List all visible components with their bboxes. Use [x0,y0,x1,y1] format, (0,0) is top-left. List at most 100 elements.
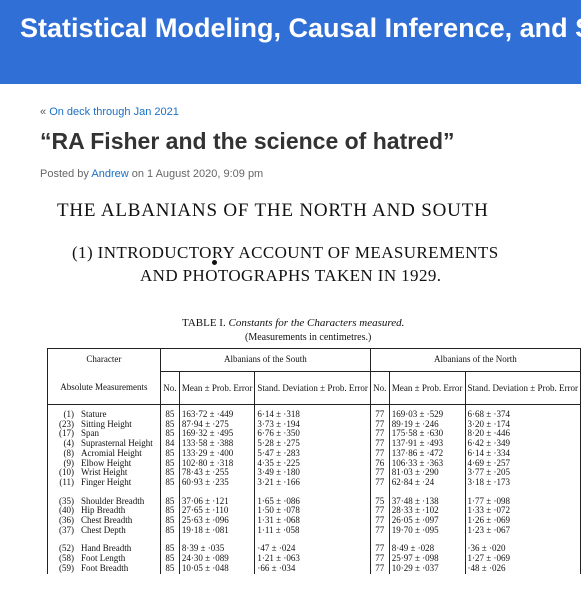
character-name: Acromial Height [81,447,142,458]
north-sd-cell: 1·33 ± ·072 [464,506,581,517]
north-sd-cell: 1·77 ± ·098 [464,491,581,507]
scanned-document-image: THE ALBANIANS OF THE NORTH AND SOUTH (1)… [40,192,581,616]
north-no-cell: 77 [369,563,390,574]
north-sd-cell: 8·20 ± ·446 [464,429,581,440]
table-row: (11) Finger Height 85 60·93 ± ·235 3·21 ± ·1… [47,476,581,492]
post-date: on 1 August 2020, 9:09 pm [131,168,264,180]
character-number: (36) [59,515,74,526]
prev-post-link[interactable]: On deck through Jan 2021 [49,106,179,118]
table-row: (40) Hip Breadth 85 27·65 ± ·110 1·50 ± ·078… [47,505,581,517]
north-sd-cell: ·36 ± ·020 [464,539,581,555]
south-no-cell: 85 [159,525,180,540]
north-sd-cell: 3·77 ± ·205 [464,468,581,478]
south-no-cell: 85 [159,563,180,574]
south-no-cell: 85 [159,506,180,517]
character-cell: (37) Chest Depth [47,524,161,540]
prev-arrow: « [40,106,47,118]
south-sd-cell: 3·73 ± ·194 [254,419,371,430]
south-sd-cell: ·66 ± ·034 [254,563,371,574]
table-row: (1) Stature 85 163·72 ± ·449 6·14 ± ·318 77 16… [47,404,581,420]
character-name: Foot Length [81,553,126,564]
table-row: (36) Chest Breadth 85 25·63 ± ·096 1·31 ± ·0… [47,515,581,526]
south-no-cell: 85 [159,491,180,507]
north-sd-cell: ·48 ± ·026 [464,563,581,574]
breadcrumb: « On deck through Jan 2021 [40,106,179,118]
north-mean-cell: 10·29 ± ·037 [388,563,466,574]
character-number: (59) [59,562,74,573]
south-group-header: Albanians of the South [159,348,371,372]
table-row: (8) Acromial Height 85 133·29 ± ·400 5·47 ± … [47,447,581,459]
south-no-cell: 85 [159,539,180,555]
character-number: (11) [59,476,74,487]
document-subheading-line1: (1) INTRODUCTORY ACCOUNT OF MEASUREMENTS [72,243,499,262]
south-no-cell: 85 [159,448,180,459]
north-mean-cell: 37·48 ± ·138 [388,491,466,507]
character-name: Hand Breadth [81,543,132,554]
south-sd-cell: ·47 ± ·024 [254,539,371,555]
table-row: (35) Shoulder Breadth 85 37·06 ± ·121 1·65 ±… [47,491,581,507]
north-no-header: No. [369,371,390,405]
author-link[interactable]: Andrew [91,168,129,180]
site-header: Statistical Modeling, Causal Inference, … [0,0,581,84]
north-no-cell: 77 [369,477,390,492]
posted-by-label: Posted by [40,168,89,180]
character-number: (35) [59,495,74,506]
character-name: Elbow Height [81,457,132,468]
character-name: Suprasternal Height [81,438,153,449]
south-mean-cell: 163·72 ± ·449 [178,404,256,420]
north-mean-cell: 19·70 ± ·095 [388,525,466,540]
character-number: (37) [59,524,74,535]
south-no-cell: 85 [159,515,180,526]
south-no-cell: 84 [159,438,180,449]
character-number: (52) [59,543,74,554]
north-sd-header: Stand. Deviation ± Prob. Error [464,371,581,405]
site-title[interactable]: Statistical Modeling, Causal Inference, … [20,13,581,43]
north-mean-cell: 169·03 ± ·529 [388,404,466,420]
south-mean-header: Mean ± Prob. Error [178,371,256,405]
table-row: (10) Wrist Height 85 78·43 ± ·255 3·49 ± ·18… [47,467,581,478]
table-row: (52) Hand Breadth 85 8·39 ± ·035·47 ± ·024 7… [47,539,581,555]
south-sd-header: Stand. Deviation ± Prob. Error [254,371,371,405]
character-number: (23) [59,418,74,429]
cursor-dot [212,260,217,265]
north-mean-cell: 62·84 ± ·24 [388,477,466,492]
character-number: (1) [63,409,75,419]
document-heading: THE ALBANIANS OF THE NORTH AND SOUTH [57,200,489,221]
south-sd-cell: 1·65 ± ·086 [254,491,371,507]
north-sd-cell: 4·69 ± ·257 [464,458,581,469]
character-cell: (11) Finger Height [47,476,161,492]
character-number: (17) [59,428,74,439]
character-cell: (52) Hand Breadth [47,539,161,555]
character-cell: (35) Shoulder Breadth [47,491,161,507]
measurements-table: Character Absolute Measurements Albanian… [47,348,581,574]
south-mean-cell: 60·93 ± ·235 [178,477,256,492]
north-sd-cell: 3·20 ± ·174 [464,419,581,430]
table-caption-text: Constants for the Characters measured. [228,317,405,329]
character-name: Chest Depth [81,524,126,535]
south-no-cell: 85 [159,477,180,492]
north-no-cell: 77 [369,539,390,555]
character-number: (4) [63,438,75,449]
south-sd-cell: 3·49 ± ·180 [254,468,371,478]
south-no-cell: 85 [159,419,180,430]
table-caption: TABLE I. Constants for the Characters me… [182,317,404,329]
table-row: (17) Span 85 169·32 ± ·495 6·76 ± ·350 77 175·… [47,428,581,440]
document-subheading-line2: AND PHOTOGRAPHS TAKEN IN 1929. [140,266,442,285]
character-number: (10) [59,467,74,478]
table-row: (59) Foot Breadth 85 10·05 ± ·048·66 ± ·034… [47,562,581,574]
table-row: (37) Chest Depth 85 19·18 ± ·081 1·11 ± ·058… [47,524,581,540]
south-no-cell: 85 [159,458,180,469]
character-name: Chest Breadth [81,515,133,526]
table-row: (9) Elbow Height 85 102·80 ± ·318 4·35 ± ·22… [47,457,581,469]
character-name: Sitting Height [81,418,132,429]
table-row: (58) Foot Length 85 24·30 ± ·089 1·21 ± ·063… [47,553,581,564]
character-name: Stature [81,409,107,419]
south-mean-cell: 10·05 ± ·048 [178,563,256,574]
north-group-header: Albanians of the North [369,348,581,372]
character-name: Shoulder Breadth [81,495,145,506]
north-no-cell: 77 [369,404,390,420]
character-number: (8) [63,447,75,458]
south-no-cell: 85 [159,404,180,420]
character-cell: (59) Foot Breadth [47,562,161,574]
south-sd-cell: 6·76 ± ·350 [254,429,371,440]
